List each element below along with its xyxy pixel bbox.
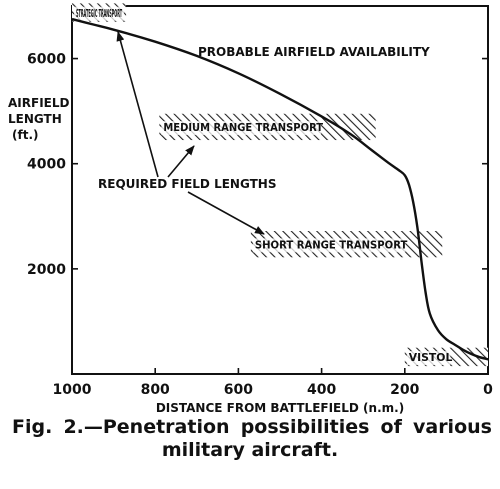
band-label: MEDIUM RANGE TRANSPORT — [163, 121, 323, 134]
arrow-to-short-band — [187, 191, 265, 235]
arrow-to-medium-band — [167, 145, 195, 178]
plot-frame — [71, 5, 489, 375]
annotation-required-field-lengths: REQUIRED FIELD LENGTHS — [98, 177, 276, 191]
band-label: SHORT RANGE TRANSPORT — [255, 238, 408, 251]
arrow-to-strategic-band — [116, 31, 159, 178]
band-label: VISTOL — [409, 351, 453, 364]
band-label-backdrop — [74, 6, 125, 21]
y-axis-label-line-1: AIRFIELD — [8, 96, 69, 110]
caption-word: possibilities — [240, 416, 370, 438]
band-label-backdrop — [252, 238, 406, 253]
y-tick-label: 2000 — [27, 262, 66, 278]
caption-word: of — [380, 416, 402, 438]
y-tick-label: 6000 — [27, 52, 66, 68]
y-ticks: 2000 4000 6000 — [27, 52, 488, 278]
x-tick-label: 1000 — [53, 382, 92, 398]
caption-line-2: military aircraft. — [161, 439, 339, 461]
band-label-backdrop — [161, 121, 322, 136]
y-axis-label-line-2: LENGTH — [8, 112, 62, 126]
x-tick-label: 600 — [224, 382, 253, 398]
caption-line-1: Fig. 2.—Penetration possibilities of var… — [12, 416, 492, 438]
x-tick-label: 200 — [390, 382, 419, 398]
y-tick-label: 4000 — [27, 157, 66, 173]
caption-word: Fig. — [12, 416, 53, 438]
caption-word: 2.—Penetration — [63, 416, 230, 438]
x-tick-label: 800 — [141, 382, 170, 398]
x-ticks: 1000 800 600 400 200 0 — [53, 368, 493, 398]
series-line-airfield-availability — [71, 17, 489, 361]
x-axis-label: DISTANCE FROM BATTLEFIELD (n.m.) — [156, 401, 404, 415]
band-label: STRATEGIC TRANSPORT — [76, 7, 122, 20]
caption-word: various — [412, 416, 492, 438]
band-label-backdrop — [406, 351, 451, 366]
x-tick-label: 400 — [307, 382, 336, 398]
y-axis-label-line-3: (ft.) — [12, 128, 38, 142]
x-tick-label: 0 — [483, 382, 493, 398]
annotation-probable-airfield-availability: PROBABLE AIRFIELD AVAILABILITY — [198, 45, 430, 59]
